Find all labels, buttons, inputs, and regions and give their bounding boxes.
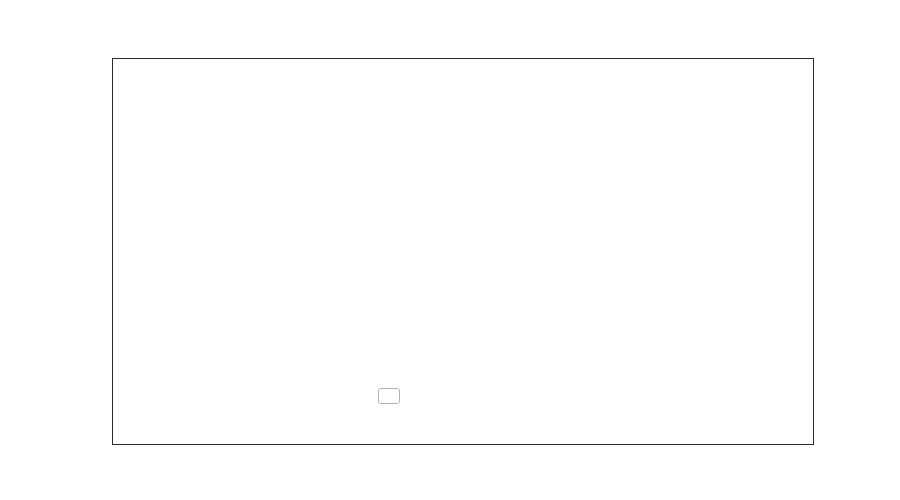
legend: [378, 388, 400, 404]
plot-area: [112, 58, 814, 445]
